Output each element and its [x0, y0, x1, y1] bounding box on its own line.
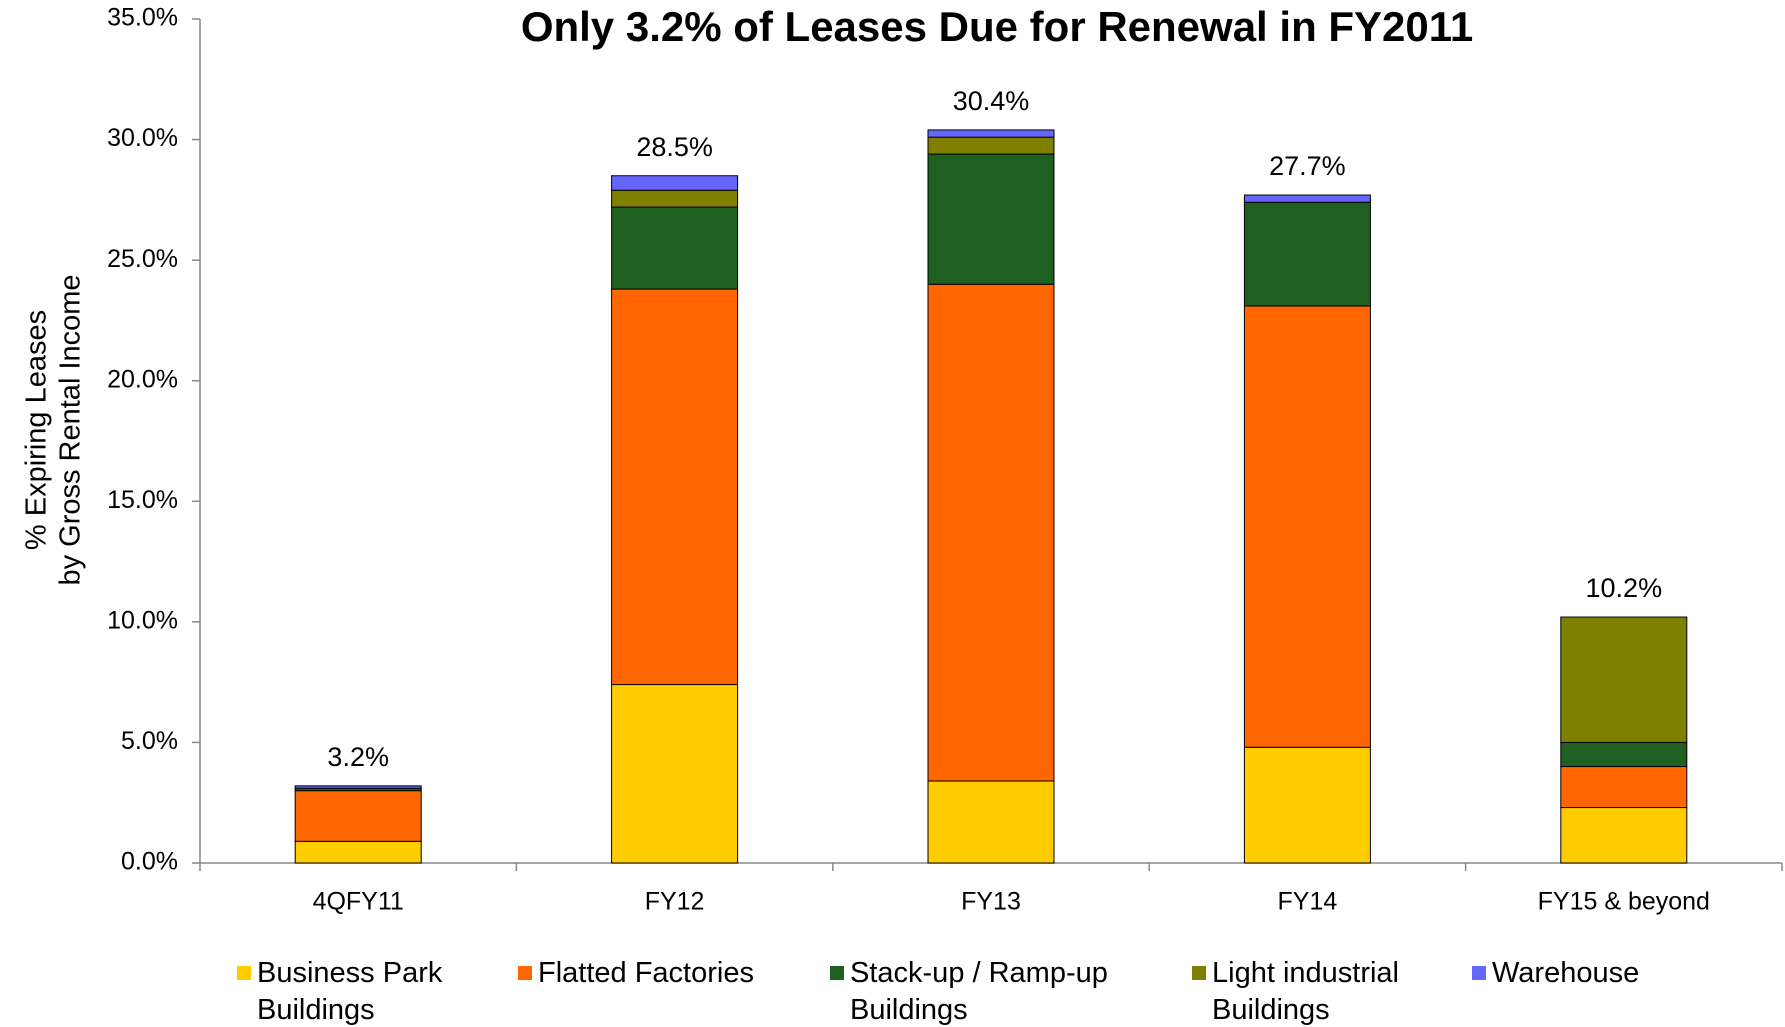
- chart-title: Only 3.2% of Leases Due for Renewal in F…: [521, 3, 1473, 50]
- x-tick-label: FY13: [961, 888, 1021, 916]
- legend-swatch: [518, 966, 532, 980]
- bar-segment: [1243, 305, 1371, 748]
- legend-label: Business Park Buildings: [257, 957, 443, 1026]
- legend-item: Light industrial Buildings: [1192, 955, 1462, 1027]
- legend-swatch: [237, 966, 251, 980]
- x-tick-label: FY15 & beyond: [1538, 888, 1710, 916]
- legend-swatch: [1192, 966, 1206, 980]
- y-tick-label: 35.0%: [107, 4, 178, 32]
- total-label: 28.5%: [636, 132, 713, 162]
- bar-segment: [927, 136, 1055, 155]
- total-label: 3.2%: [327, 742, 389, 772]
- total-label: 10.2%: [1586, 573, 1663, 603]
- bar-segment: [294, 785, 422, 789]
- bar-segment: [927, 283, 1055, 782]
- x-tick-label: FY14: [1278, 888, 1338, 916]
- legend-item: Stack-up / Ramp-up Buildings: [830, 955, 1170, 1027]
- legend-swatch: [1472, 966, 1486, 980]
- y-axis-title: by Gross Rental Income: [55, 274, 87, 585]
- bar-segment: [1560, 616, 1688, 743]
- y-tick-label: 15.0%: [107, 486, 178, 514]
- y-tick-label: 5.0%: [121, 727, 178, 755]
- x-tick-label: FY12: [645, 888, 705, 916]
- bar-segment: [611, 175, 739, 191]
- bar-segment: [611, 189, 739, 208]
- bar-segment: [927, 153, 1055, 285]
- legend-label: Flatted Factories: [538, 957, 754, 989]
- bar-segment: [1243, 194, 1371, 203]
- bar-segment: [611, 206, 739, 290]
- legend-label: Warehouse: [1492, 957, 1640, 989]
- y-tick-label: 0.0%: [121, 848, 178, 876]
- bar-segment: [927, 780, 1055, 864]
- bar-segment: [1560, 766, 1688, 809]
- legend-item: Business Park Buildings: [237, 955, 487, 1027]
- bar-segment: [294, 790, 422, 842]
- y-axis-title: % Expiring Leases: [21, 310, 53, 550]
- bar-segment: [611, 288, 739, 686]
- total-label: 27.7%: [1269, 151, 1346, 181]
- legend-label: Stack-up / Ramp-up Buildings: [850, 957, 1108, 1026]
- y-tick-label: 20.0%: [107, 365, 178, 393]
- legend-item: Warehouse: [1472, 955, 1722, 992]
- y-tick-label: 25.0%: [107, 245, 178, 273]
- legend-item: Flatted Factories: [518, 955, 808, 992]
- bar-segment: [1243, 201, 1371, 307]
- bar-segment: [611, 684, 739, 864]
- bar-segment: [1560, 741, 1688, 768]
- x-tick-label: 4QFY11: [313, 888, 404, 916]
- bar-segment: [1243, 746, 1371, 864]
- y-tick-label: 30.0%: [107, 124, 178, 152]
- total-label: 30.4%: [953, 86, 1030, 116]
- bar-segment: [294, 840, 422, 864]
- legend-swatch: [830, 966, 844, 980]
- y-tick-label: 10.0%: [107, 606, 178, 634]
- bar-segment: [1560, 807, 1688, 864]
- legend-label: Light industrial Buildings: [1212, 957, 1399, 1026]
- bar-segment: [927, 129, 1055, 138]
